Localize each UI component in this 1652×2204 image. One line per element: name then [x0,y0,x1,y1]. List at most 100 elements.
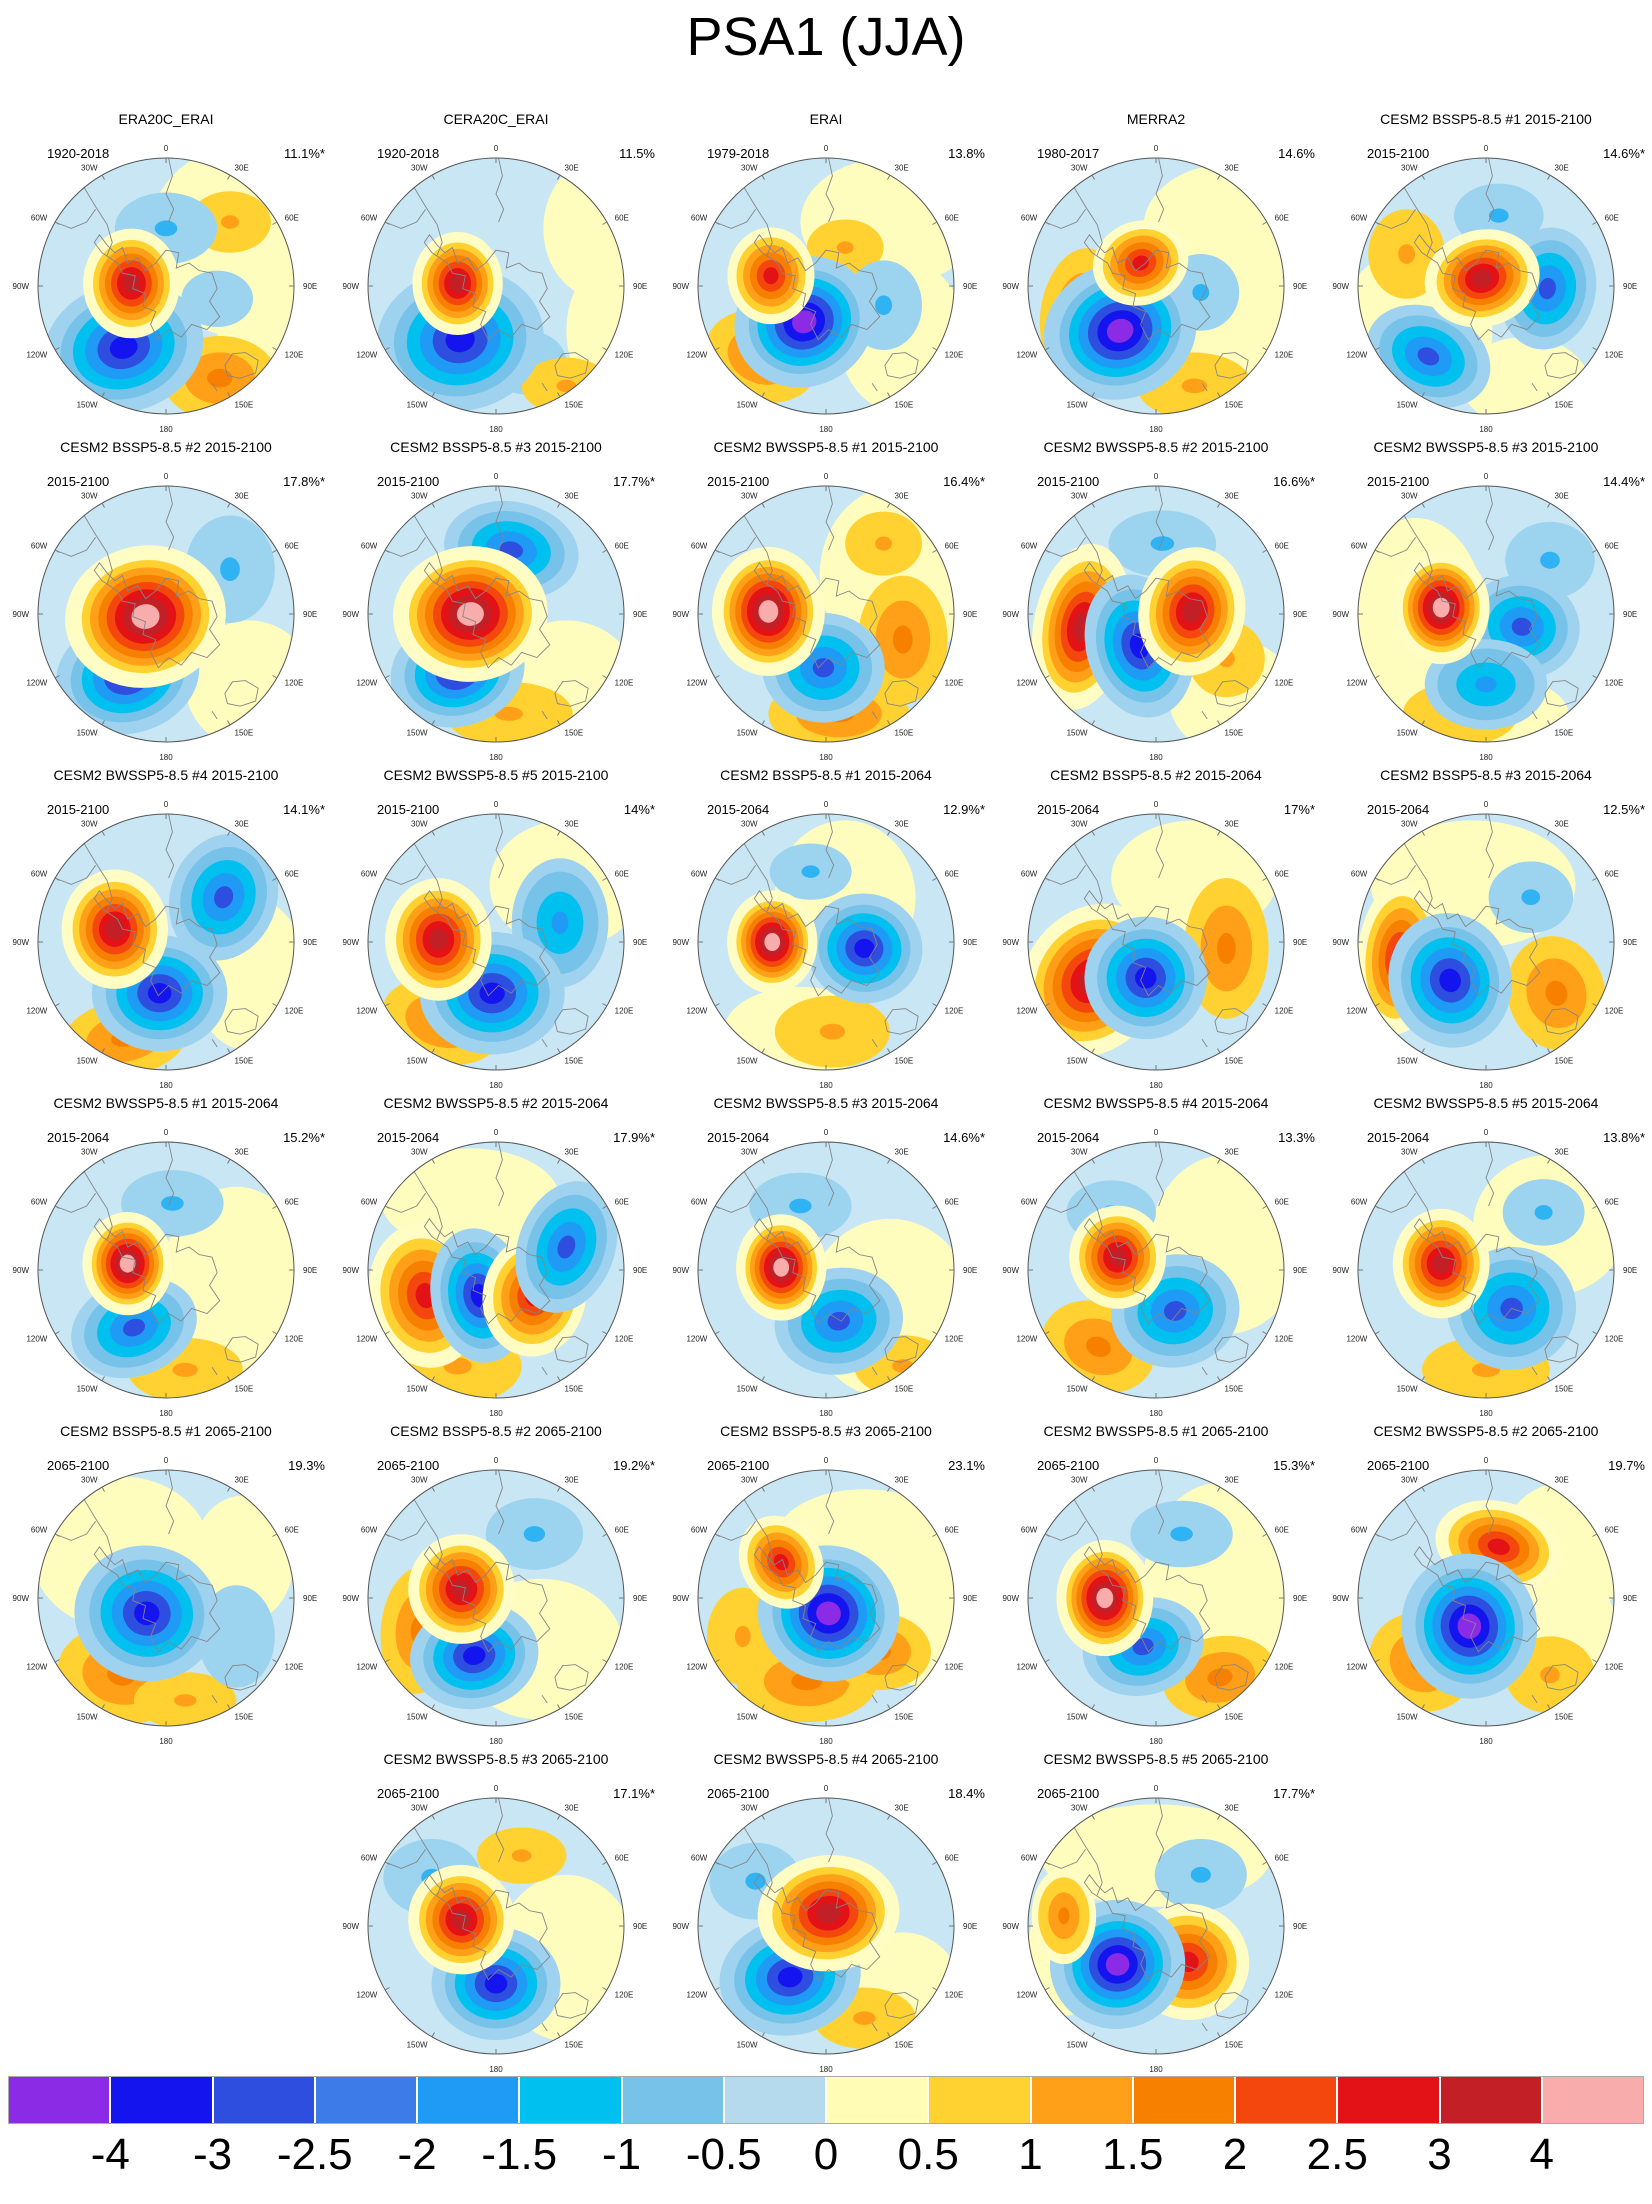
panel-variance-value: 23.1% [948,1458,985,1473]
panel-period: 2015-2064 [707,802,769,817]
panel-period: 2015-2100 [1037,474,1099,489]
lon-label: 90W [673,938,690,947]
panel-variance-value: 19.2%* [613,1458,655,1473]
lon-label: 90E [633,1266,647,1275]
coastlines [55,1470,259,1703]
lon-label: 60W [361,1198,378,1207]
lon-label: 90E [1623,610,1637,619]
lon-label: 90W [343,610,360,619]
map-contours [368,814,624,1070]
lon-label: 150E [1555,1057,1574,1066]
panel-period: 2015-2100 [47,474,109,489]
lon-label: 30W [741,819,758,828]
panel-title: ERA20C_ERAI [119,111,214,127]
panel-variance-value: 14.6%* [943,1130,985,1145]
lon-label: 150E [1225,1385,1244,1394]
lon-label: 60W [1351,542,1368,551]
panel-period: 1979-2018 [707,146,769,161]
lon-label: 120E [1275,1007,1294,1016]
lon-label: 120E [615,1663,634,1672]
lon-label: 30E [235,819,249,828]
lon-label: 0 [494,472,499,481]
lon-label: 150W [737,1385,758,1394]
lon-label: 60W [361,870,378,879]
lon-label: 0 [164,472,169,481]
lon-label: 90W [673,282,690,291]
panel-period: 2015-2100 [377,802,439,817]
map-svg: CESM2 BWSSP5-8.5 #4 2015-2100 2015-2100 14… [13,767,325,1090]
lon-label: 30E [1555,491,1569,500]
lon-label: 180 [819,1081,833,1090]
panel-title: CESM2 BSSP5-8.5 #2 2015-2100 [60,439,272,455]
panel-variance-value: 17.7%* [1273,1786,1315,1801]
map-svg: CESM2 BSSP5-8.5 #2 2065-2100 2065-2100 19.… [343,1423,655,1746]
panel-period: 2015-2100 [1367,474,1429,489]
map-svg: CESM2 BWSSP5-8.5 #1 2015-2064 2015-2064 15… [13,1095,325,1418]
lon-label: 60W [691,1526,708,1535]
coastlines [1045,814,1249,1047]
lon-label: 90W [13,938,30,947]
lon-label: 180 [159,1409,173,1418]
lon-label: 90W [13,1266,30,1275]
map-svg: CESM2 BWSSP5-8.5 #3 2065-2100 2065-2100 17… [343,1751,655,2074]
map-svg: CESM2 BWSSP5-8.5 #3 2015-2064 2015-2064 14… [673,1095,985,1418]
lon-label: 90E [303,938,317,947]
lon-label: 60W [1351,870,1368,879]
lon-label: 150E [1555,729,1574,738]
map-panel: CESM2 BWSSP5-8.5 #2 2065-2100 2065-2100 19… [1321,1408,1651,1746]
map-contours [38,1470,294,1726]
lon-label: 0 [164,800,169,809]
lon-label: 120W [26,1007,47,1016]
lon-label: 90W [1003,938,1020,947]
panel-period: 2065-2100 [1037,1786,1099,1801]
lon-label: 60W [691,1198,708,1207]
map-panel: CESM2 BWSSP5-8.5 #5 2015-2100 2015-2100 14… [331,752,661,1090]
panel-variance-value: 19.7% [1608,1458,1645,1473]
colorbar-segment [520,2077,623,2123]
lon-label: 120W [1346,1007,1367,1016]
coastlines [715,1470,919,1703]
panel-title: CESM2 BWSSP5-8.5 #1 2065-2100 [1044,1423,1269,1439]
lon-label: 90W [1333,282,1350,291]
map-svg: CESM2 BSSP5-8.5 #3 2065-2100 2065-2100 23.… [673,1423,986,1746]
map-svg: CESM2 BWSSP5-8.5 #2 2065-2100 2065-2100 19… [1333,1423,1646,1746]
lon-label: 150W [407,729,428,738]
map-contours [1028,814,1284,1070]
lon-label: 150W [407,2041,428,2050]
map-panel: CESM2 BWSSP5-8.5 #4 2065-2100 2065-2100 18… [661,1736,991,2074]
lon-label: 120W [1016,679,1037,688]
lon-label: 150E [565,401,584,410]
lon-label: 60E [1605,214,1619,223]
lon-label: 90W [343,1266,360,1275]
lon-label: 180 [819,1409,833,1418]
map-contours [1358,1470,1614,1726]
lon-label: 180 [159,753,173,762]
panel-title: CESM2 BSSP5-8.5 #3 2015-2064 [1380,767,1592,783]
coastlines [385,1142,589,1375]
lon-label: 90E [1293,282,1307,291]
lon-label: 180 [1149,1737,1163,1746]
lon-label: 120W [1016,1991,1037,2000]
panel-title: CESM2 BSSP5-8.5 #2 2065-2100 [390,1423,602,1439]
lon-label: 150W [407,1713,428,1722]
lon-label: 30W [1071,819,1088,828]
lon-label: 0 [1484,800,1489,809]
lon-label: 180 [1479,1737,1493,1746]
lon-label: 90W [1003,610,1020,619]
lon-label: 90E [1623,1594,1637,1603]
panel-variance-value: 14.6% [1278,146,1315,161]
lon-label: 120E [1275,351,1294,360]
panel-title: CESM2 BWSSP5-8.5 #1 2015-2064 [54,1095,279,1111]
lon-label: 120E [615,1007,634,1016]
lon-label: 150W [1397,729,1418,738]
lon-label: 30W [741,1147,758,1156]
lon-label: 90W [343,1594,360,1603]
lon-label: 0 [164,1456,169,1465]
lon-label: 150E [1225,1713,1244,1722]
lon-label: 60W [691,214,708,223]
lon-label: 30E [895,1803,909,1812]
panel-period: 2065-2100 [47,1458,109,1473]
coastlines [715,486,919,719]
lon-label: 0 [824,1784,829,1793]
lon-label: 90E [1623,282,1637,291]
